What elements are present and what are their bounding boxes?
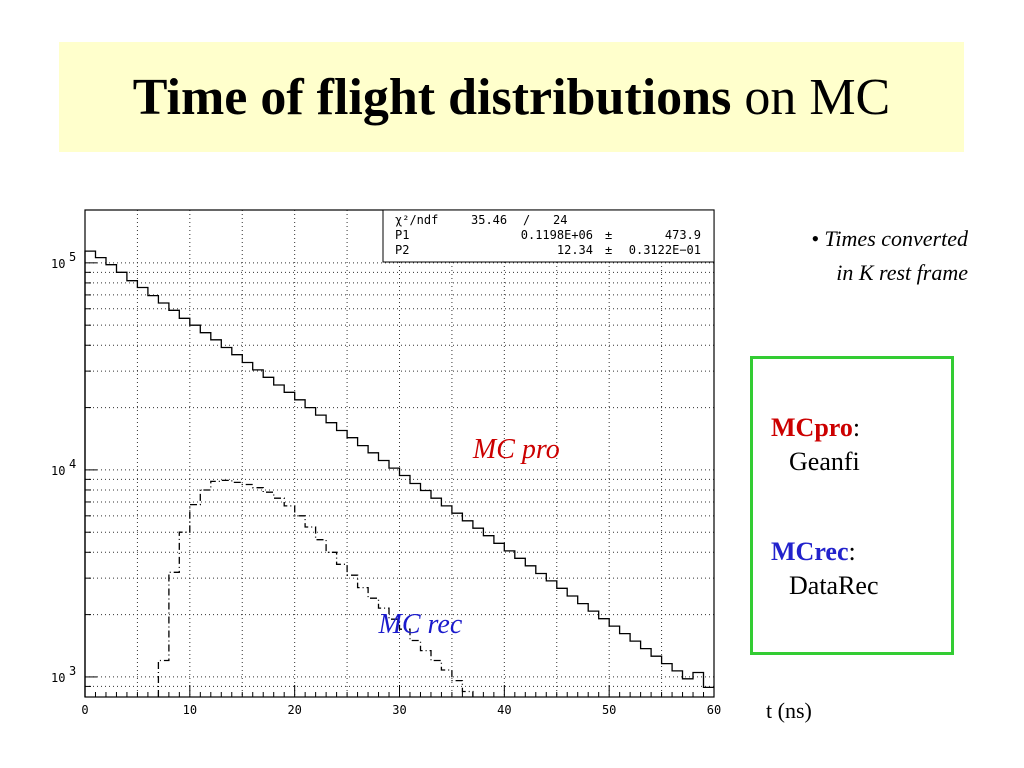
x-tick-label: 40 <box>497 703 511 717</box>
stats-cell: / <box>523 213 530 227</box>
legend-name-suffix: pro <box>814 413 853 442</box>
stats-cell: 24 <box>553 213 567 227</box>
title-banner: Time of flight distributions on MC <box>59 42 964 152</box>
series-mc-rec <box>157 479 474 697</box>
legend-name-prefix: MC <box>771 537 815 566</box>
stats-cell: P2 <box>395 243 409 257</box>
title-bold-part: Time of flight distributions <box>132 68 732 126</box>
legend-sep: : <box>852 413 861 442</box>
slide-title: Time of flight distributions on MC <box>133 68 890 127</box>
legend-item-mcpro: MCpro: Geanfi <box>771 411 860 479</box>
x-tick-label: 10 <box>183 703 197 717</box>
fit-stats-box: χ²/ndf 35.46 / 24 P1 0.1198E+06 ±473.9 P2 12.34 ±… <box>382 209 715 263</box>
stats-frame <box>382 209 715 263</box>
stats-cell: P1 <box>395 228 409 242</box>
x-tick-label: 50 <box>602 703 616 717</box>
chart-series <box>84 250 714 697</box>
x-unit-label: t (ns) <box>766 698 812 723</box>
series-label-mc-pro: MC pro <box>472 433 560 465</box>
x-tick-label: 60 <box>707 703 721 717</box>
stats-cell: 0.3122E−01 <box>629 243 701 257</box>
note-line-1: • Times converted <box>811 226 968 251</box>
stats-cell: 35.46 <box>471 213 507 227</box>
y-tick-label: 10 <box>51 257 65 271</box>
x-tick-label: 0 <box>81 703 88 717</box>
legend-item-mcrec: MCrec: DataRec <box>771 535 879 603</box>
y-tick-label: 10 <box>51 671 65 685</box>
legend-name-prefix: MC <box>771 413 815 442</box>
series-mc-pro <box>84 250 714 697</box>
legend-item-title: MCpro: <box>771 411 860 445</box>
note-text: • Times converted in K rest frame <box>740 222 968 290</box>
stats-cell: 0.1198E+06 <box>521 228 593 242</box>
y-tick-label: 10 <box>51 464 65 478</box>
x-tick-label: 30 <box>392 703 406 717</box>
legend-desc: Geanfi <box>789 447 860 476</box>
y-tick-exponent: 5 <box>69 250 76 264</box>
title-normal-part: on MC <box>731 68 891 126</box>
y-tick-exponent: 4 <box>69 457 76 471</box>
legend-box: MCpro: Geanfi MCrec: DataRec <box>750 356 954 655</box>
stats-cell: ± <box>605 243 612 257</box>
legend-item-title: MCrec: <box>771 535 879 569</box>
legend-sep: : <box>848 537 856 566</box>
series-label-mc-rec: MC rec <box>378 609 463 641</box>
stats-cell: ± <box>605 228 612 242</box>
legend-name-suffix: rec <box>814 537 849 566</box>
y-tick-exponent: 3 <box>69 664 76 678</box>
x-tick-label: 20 <box>287 703 301 717</box>
tick-labels: 0 10 20 30 40 50 60 10 3 10 4 10 5 <box>51 250 721 717</box>
legend-desc: DataRec <box>789 571 879 600</box>
stats-cell: χ²/ndf <box>395 213 438 227</box>
note-line-2: in K rest frame <box>836 260 968 285</box>
stats-cell: 473.9 <box>665 228 701 242</box>
stats-cell: 12.34 <box>557 243 593 257</box>
